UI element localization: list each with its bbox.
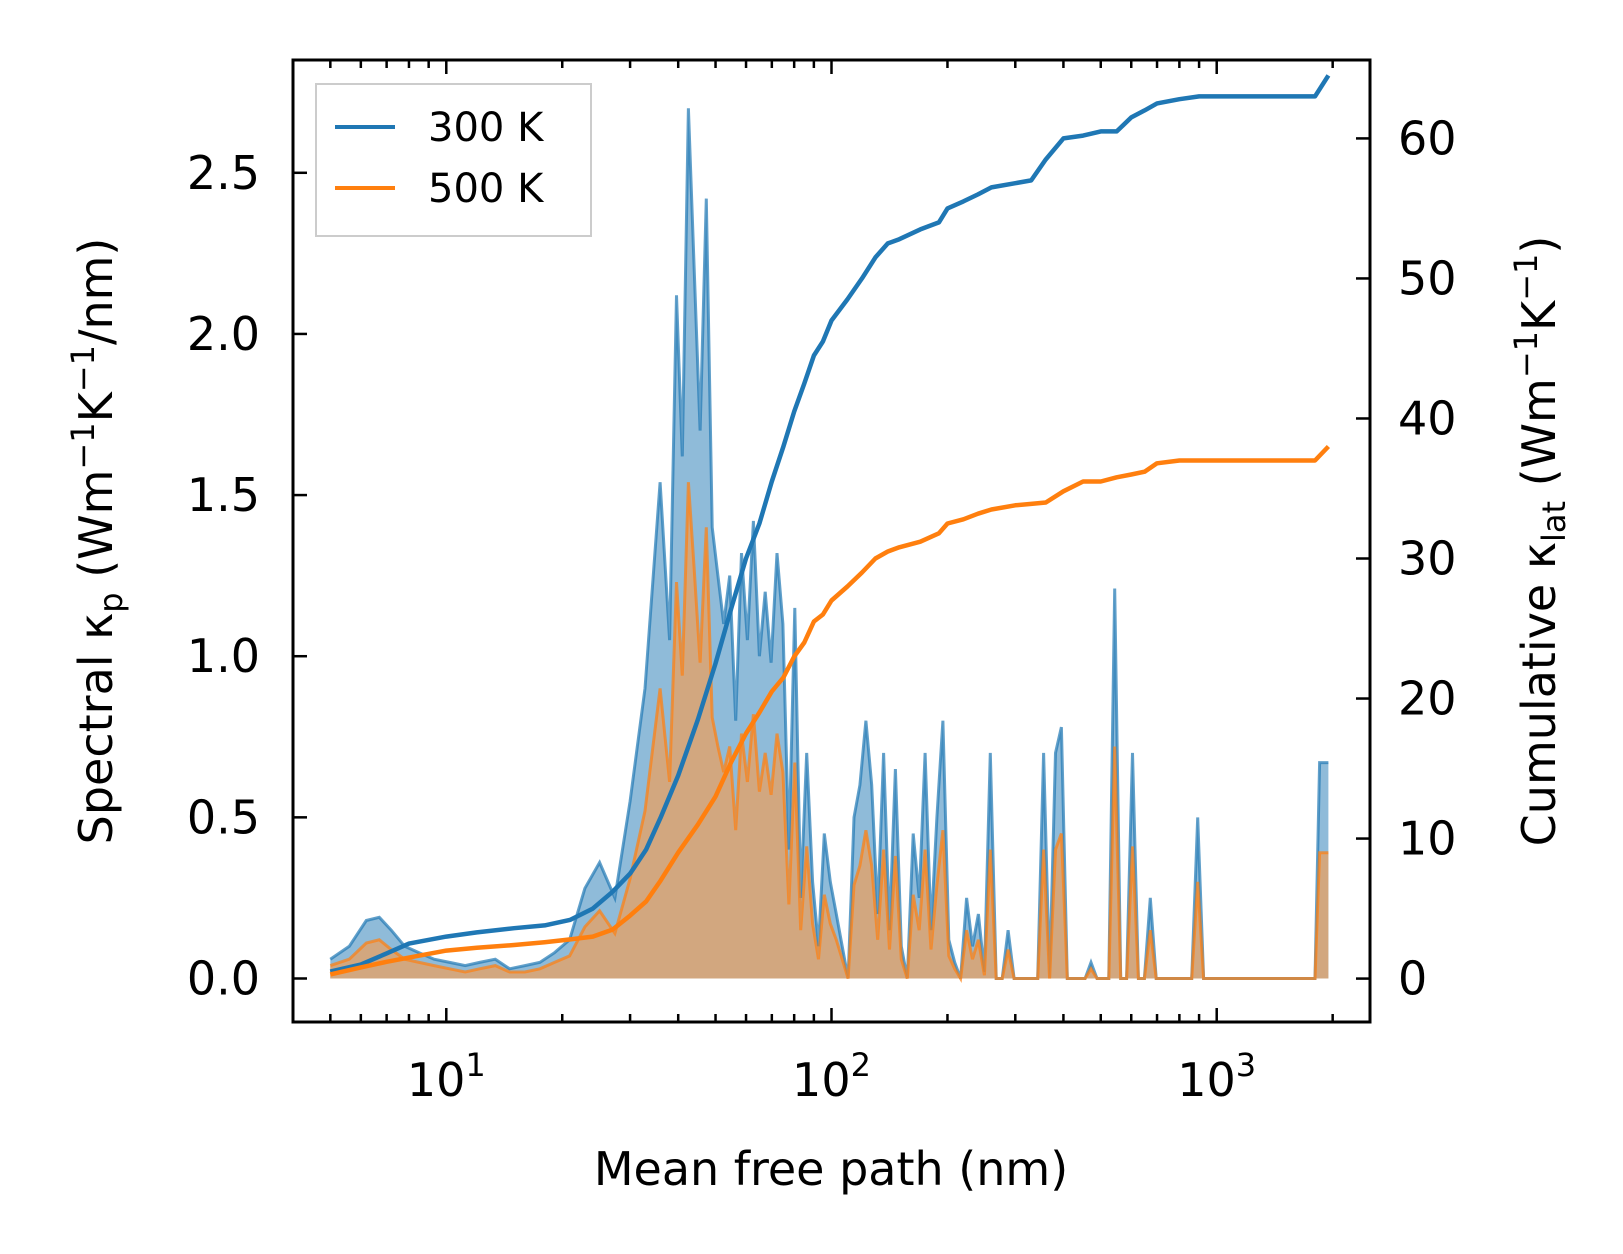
spectral-area-300k (330, 108, 1329, 979)
y-left-tick-label: 0.5 (187, 790, 260, 844)
y-left-tick-label: 2.0 (187, 307, 260, 361)
x-tick-label: 102 (792, 1046, 871, 1107)
spectral-line-500k (329, 482, 1329, 983)
x-tick-label: 101 (407, 1046, 486, 1107)
x-tick-label: 103 (1177, 1046, 1256, 1107)
y-right-tick-label: 40 (1398, 391, 1457, 445)
y-axis-left-label: Spectral κp (Wm−1K−1/nm) (64, 238, 130, 845)
legend-label-300k: 300 K (428, 105, 545, 151)
y-axis-right-label: Cumulative κlat (Wm−1K−1) (1507, 236, 1573, 847)
x-axis-label: Mean free path (nm) (594, 1142, 1068, 1196)
legend-label-500k: 500 K (428, 166, 545, 212)
y-right-tick-label: 20 (1398, 672, 1457, 726)
y-right-tick-label: 50 (1398, 251, 1457, 305)
y-right-tick-label: 60 (1398, 111, 1457, 165)
legend: 300 K 500 K (315, 83, 592, 237)
y-right-tick-label: 10 (1398, 812, 1457, 866)
cumulative-line-500k (329, 444, 1331, 977)
legend-box (315, 83, 592, 237)
y-left-tick-label: 0.0 (187, 951, 260, 1005)
y-right-tick-label: 0 (1398, 952, 1427, 1006)
y-left-tick-label: 1.0 (187, 629, 260, 683)
y-left-tick-label: 1.5 (187, 468, 260, 522)
spectral-fill-layer (329, 108, 1329, 983)
spectral-line-300k (329, 108, 1329, 980)
y-left-tick-label: 2.5 (187, 146, 260, 200)
cumulative-line-layer (329, 74, 1331, 977)
y-right-tick-label: 30 (1398, 532, 1457, 586)
cumulative-line-300k (329, 74, 1331, 974)
tick-layer: 101 102 103 0.0 0.5 1.0 1.5 2.0 2.5 0 10 20 30 40 50 60 (187, 60, 1457, 1107)
